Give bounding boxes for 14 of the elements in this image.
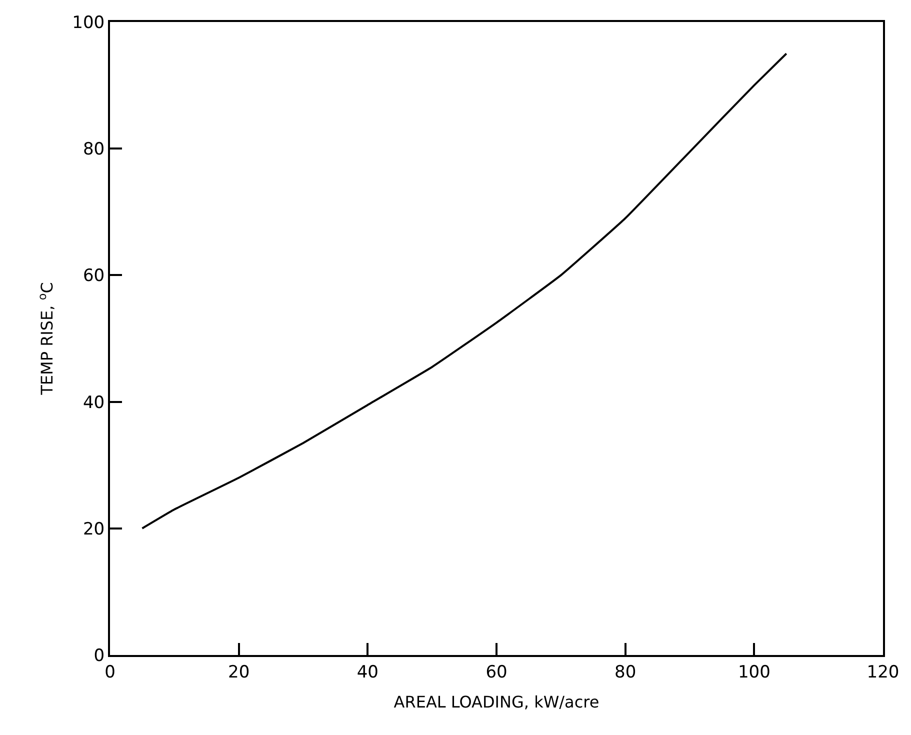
x-tick-label: 20 xyxy=(228,662,250,682)
x-axis-title: AREAL LOADING, kW/acre xyxy=(394,692,600,712)
y-tick-label: 0 xyxy=(94,646,105,666)
x-tick-label: 120 xyxy=(866,662,900,682)
y-tick-label: 80 xyxy=(82,140,105,160)
y-tick-label: 60 xyxy=(82,266,105,286)
y-tick-label: 40 xyxy=(82,392,105,413)
x-tick-label: 60 xyxy=(486,662,508,682)
y-tick-label: 20 xyxy=(82,519,105,540)
x-tick-label: 40 xyxy=(356,662,378,682)
y-tick-label: 100 xyxy=(72,12,105,33)
x-tick-label: 100 xyxy=(738,662,770,682)
x-tick-label: 80 xyxy=(614,662,636,682)
line-series xyxy=(141,52,788,530)
